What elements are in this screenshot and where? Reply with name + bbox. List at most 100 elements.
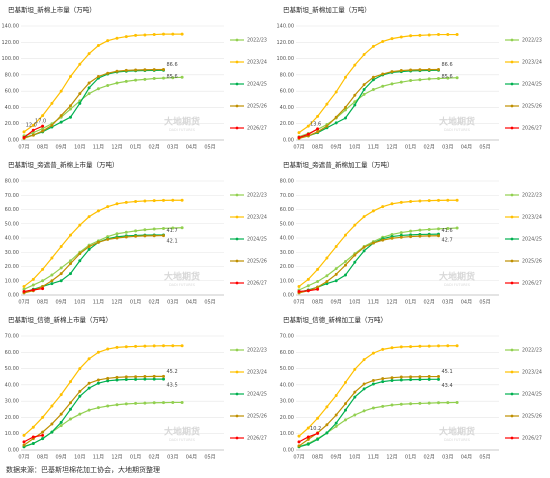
- point: [427, 227, 431, 231]
- legend-marker: [235, 60, 239, 64]
- point: [362, 387, 366, 391]
- x-tick-label: 02月: [149, 455, 160, 461]
- point: [381, 347, 385, 351]
- point: [134, 78, 138, 82]
- point: [69, 272, 72, 276]
- point: [78, 101, 82, 105]
- point: [353, 223, 357, 227]
- y-tick-label: 20.00: [280, 415, 294, 421]
- point: [69, 233, 72, 237]
- point: [180, 344, 184, 348]
- point: [22, 287, 26, 291]
- point: [344, 263, 347, 267]
- point: [171, 76, 175, 80]
- point: [334, 267, 338, 271]
- point: [325, 256, 329, 260]
- x-tick-label: 09月: [56, 300, 67, 306]
- point: [353, 103, 357, 107]
- point: [381, 404, 385, 408]
- y-tick-label: 70.00: [280, 334, 294, 340]
- point: [143, 199, 147, 203]
- legend-label: 2024/25: [247, 82, 267, 88]
- point: [399, 80, 403, 84]
- point: [437, 401, 440, 405]
- point: [96, 240, 100, 244]
- point: [50, 282, 54, 286]
- legend-label: 2023/24: [522, 60, 542, 66]
- point: [134, 401, 138, 405]
- point: [325, 405, 329, 409]
- point: [409, 375, 413, 379]
- point: [124, 377, 128, 381]
- point: [353, 413, 357, 417]
- point: [362, 92, 366, 96]
- point: [171, 400, 175, 404]
- y-tick-label: 50.00: [5, 221, 19, 227]
- point: [96, 209, 100, 213]
- y-tick-label: 40.00: [280, 236, 294, 242]
- point: [446, 401, 450, 405]
- point: [134, 33, 138, 37]
- value-label: 43.4: [442, 383, 453, 389]
- point: [381, 84, 385, 88]
- point: [124, 345, 128, 349]
- y-tick-label: 30.00: [280, 399, 294, 405]
- point: [399, 345, 403, 349]
- y-tick-label: 60.00: [280, 207, 294, 213]
- point: [390, 70, 394, 74]
- x-tick-label: 02月: [424, 300, 435, 306]
- point: [162, 374, 165, 378]
- x-tick-label: 03月: [442, 145, 453, 151]
- point: [50, 256, 54, 260]
- legend-marker: [235, 82, 239, 86]
- point: [409, 200, 413, 204]
- point: [427, 401, 431, 405]
- x-tick-label: 11月: [368, 145, 379, 151]
- x-tick-label: 03月: [442, 455, 453, 461]
- point: [381, 380, 385, 384]
- value-label: 85.6: [442, 74, 453, 80]
- series-line: [298, 375, 439, 447]
- watermark-sub: DADI FUTURES: [169, 283, 196, 287]
- value-label: 86.6: [442, 62, 453, 68]
- point: [180, 75, 184, 79]
- legend-label: 2024/25: [522, 237, 542, 243]
- legend-marker: [235, 38, 239, 42]
- source-note: 数据来源：巴基斯坦棉花加工协会，大地期货整理: [6, 465, 160, 474]
- point: [31, 425, 35, 429]
- series-line: [23, 68, 164, 139]
- y-tick-label: 80.00: [280, 72, 294, 78]
- legend-marker: [235, 126, 239, 130]
- x-tick-label: 12月: [386, 455, 397, 461]
- value-label: 13.6: [310, 121, 321, 127]
- y-tick-label: 50.00: [280, 221, 294, 227]
- point: [344, 105, 347, 109]
- point: [152, 199, 156, 203]
- point: [106, 347, 110, 351]
- point: [418, 377, 422, 381]
- x-tick-label: 01月: [405, 145, 416, 151]
- x-tick-label: 10月: [349, 455, 360, 461]
- watermark: 大地期货: [439, 426, 475, 438]
- x-tick-label: 12月: [386, 300, 397, 306]
- point: [152, 377, 156, 381]
- legend-label: 2025/26: [522, 104, 542, 110]
- series-line: [23, 401, 183, 448]
- series-line: [23, 234, 164, 293]
- point: [59, 245, 63, 249]
- point: [143, 68, 147, 72]
- point: [96, 350, 100, 354]
- y-tick-label: 30.00: [5, 399, 19, 405]
- legend-label: 2025/26: [247, 414, 267, 420]
- y-tick-label: 0.00: [8, 138, 19, 144]
- point: [446, 33, 450, 37]
- x-tick-label: 09月: [331, 300, 342, 306]
- point: [353, 63, 357, 67]
- watermark: 大地期货: [164, 271, 200, 283]
- point: [325, 279, 329, 283]
- x-tick-label: 02月: [424, 455, 435, 461]
- series-line: [23, 234, 164, 294]
- series-line: [23, 76, 183, 137]
- point: [325, 274, 329, 278]
- point: [59, 393, 63, 397]
